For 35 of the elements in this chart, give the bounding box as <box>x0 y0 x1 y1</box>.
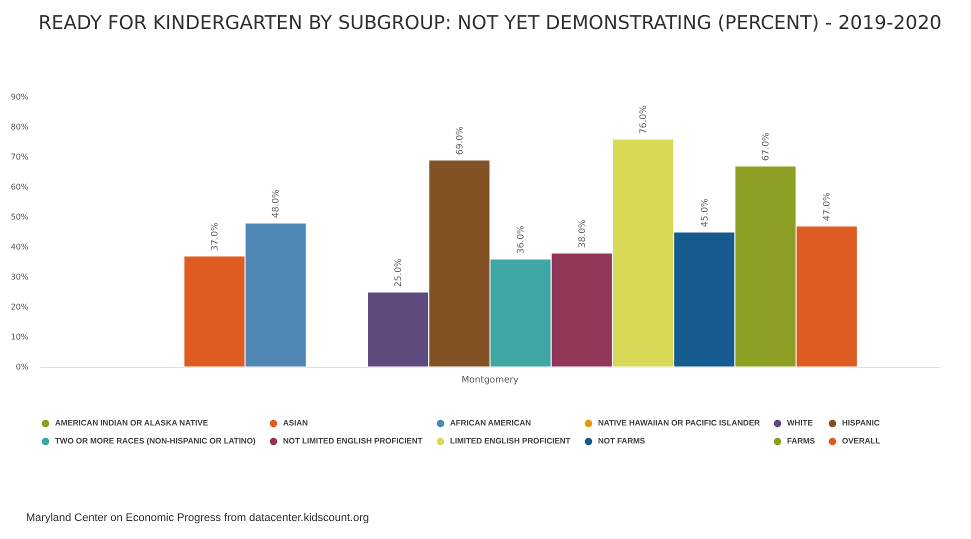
legend-label: AMERICAN INDIAN OR ALASKA NATIVE <box>55 418 209 428</box>
y-tick-label: 50% <box>10 212 29 222</box>
legend-label: AFRICAN AMERICAN <box>450 418 532 428</box>
y-tick-label: 80% <box>10 122 29 132</box>
y-tick-label: 40% <box>10 242 29 252</box>
legend-label: NOT FARMS <box>598 436 646 446</box>
legend-label: LIMITED ENGLISH PROFICIENT <box>450 436 571 446</box>
data-label: 38.0% <box>578 218 588 248</box>
data-label: 37.0% <box>210 222 220 251</box>
legend-label: NATIVE HAWAIIAN OR PACIFIC ISLANDER <box>598 418 760 428</box>
y-tick-label: 30% <box>10 272 29 282</box>
y-tick-label: 20% <box>10 302 29 312</box>
legend-label: WHITE <box>787 418 814 428</box>
chart-title: READY FOR KINDERGARTEN BY SUBGROUP: NOT YET DEMONSTRATING (PERCENT) - 2019-2020 <box>38 12 942 34</box>
legend-label: ASIAN <box>283 418 308 428</box>
legend-label: TWO OR MORE RACES (NON-HISPANIC OR LATINO) <box>55 436 256 446</box>
x-tick-label: Montgomery <box>461 376 520 386</box>
data-label: 48.0% <box>272 188 282 218</box>
data-label: 36.0% <box>516 224 527 254</box>
data-label: 69.0% <box>455 126 466 155</box>
legend-label: HISPANIC <box>842 418 880 428</box>
y-tick-label: 70% <box>10 152 29 162</box>
data-label: 47.0% <box>822 192 833 221</box>
y-tick-label: 60% <box>10 182 29 192</box>
legend-label: NOT LIMITED ENGLISH PROFICIENT <box>283 436 423 446</box>
data-label: 25.0% <box>394 258 404 287</box>
data-label: 45.0% <box>700 198 710 227</box>
data-label: 67.0% <box>762 132 772 161</box>
y-tick-label: 10% <box>10 332 29 342</box>
legend-label: OVERALL <box>842 436 880 446</box>
y-tick-label: 90% <box>10 92 29 102</box>
y-tick-label: 0% <box>16 362 29 372</box>
text: Maryland Center on Economic Progress from datacenter.kidscount.org <box>26 512 369 524</box>
data-label: 76.0% <box>639 104 650 134</box>
legend-label: FARMS <box>787 436 816 446</box>
